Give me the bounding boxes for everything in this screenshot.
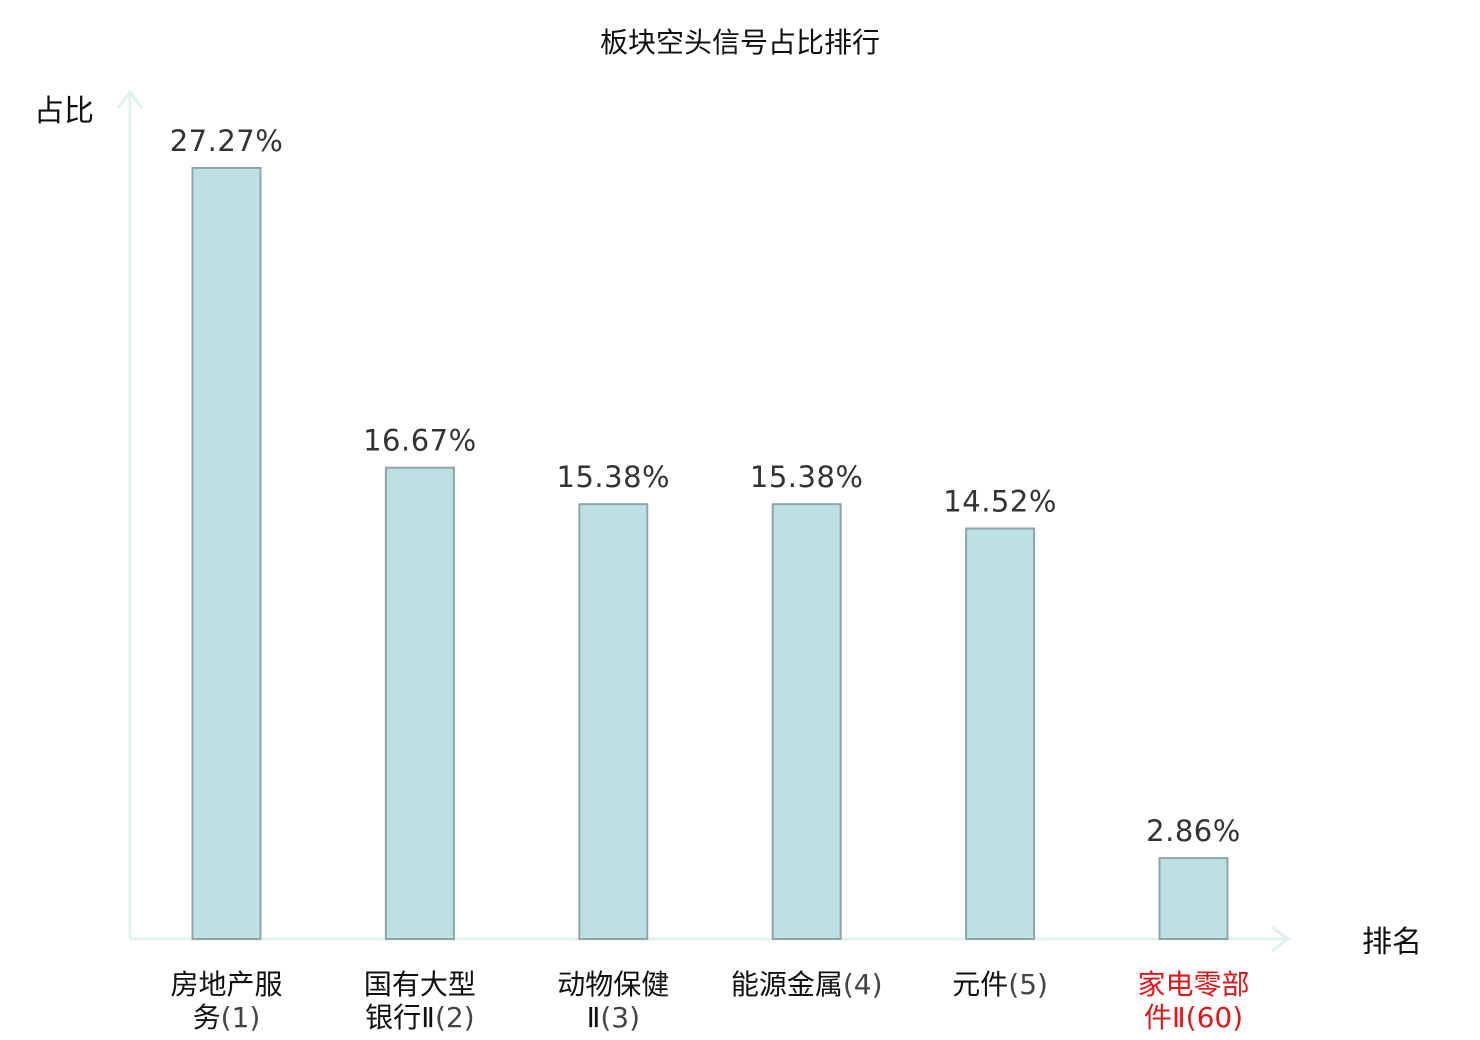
y-axis — [116, 89, 144, 939]
bar-value-label: 27.27% — [170, 124, 284, 158]
category-label: 能源金属(4) — [731, 968, 883, 1001]
bar-value-label: 16.67% — [363, 424, 477, 458]
x-axis — [130, 925, 1291, 953]
bar — [191, 167, 262, 940]
category-label: Ⅱ(3) — [587, 1001, 640, 1034]
chart-title: 板块空头信号占比排行 — [600, 26, 880, 59]
bars-group — [191, 167, 1229, 940]
bar-value-label: 14.52% — [943, 485, 1057, 519]
bar-value-label: 15.38% — [750, 460, 864, 494]
category-label: 国有大型 — [364, 968, 476, 1001]
category-label: 务(1) — [193, 1001, 261, 1034]
x-axis-label: 排名 — [1362, 925, 1422, 960]
category-label: 元件(5) — [952, 968, 1048, 1001]
value-labels-group: 27.27% 16.67% 15.38% 15.38% 14.52% 2.86% — [170, 124, 1241, 848]
category-label: 件Ⅱ(60) — [1144, 1001, 1243, 1034]
y-axis-label: 占比 — [34, 94, 94, 129]
bar — [771, 503, 842, 940]
bar — [384, 466, 455, 940]
bar — [1158, 857, 1229, 940]
category-label: 动物保健 — [557, 968, 669, 1001]
bar — [965, 527, 1036, 940]
category-label: 房地产服 — [170, 968, 282, 1001]
bar-value-label: 15.38% — [557, 460, 671, 494]
bar — [578, 503, 649, 940]
bar-value-label: 2.86% — [1146, 814, 1241, 848]
category-label: 银行Ⅱ(2) — [365, 1001, 474, 1034]
category-label: 家电零部 — [1137, 968, 1249, 1001]
